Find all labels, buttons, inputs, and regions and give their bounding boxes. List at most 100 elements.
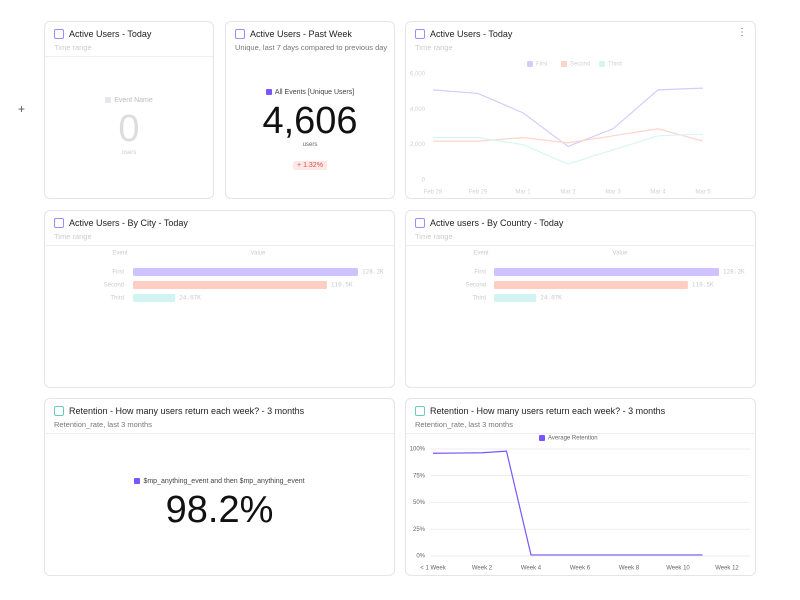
legend: Event Name [45,97,213,104]
x-tick-label: Mar 1 [515,190,531,196]
x-tick-label: Week 2 [472,566,493,572]
add-button[interactable]: + [18,102,26,116]
menu-button[interactable]: ⋮ [737,27,747,38]
divider [406,433,755,434]
value-label: 24.07K [540,295,562,302]
y-tick-label: 4,000 [410,107,426,113]
x-tick-label: Feb 29 [469,190,488,196]
x-tick-label: Mar 5 [695,190,711,196]
bar [133,294,176,302]
y-tick-label: 0% [416,554,425,560]
value-label: 128.2K [723,269,745,276]
card-subtitle: Retention_rate, last 3 months [415,420,513,429]
column-header: Value [613,251,629,257]
row-label: Third [472,296,486,302]
card-subtitle: Time range [54,43,92,52]
x-tick-label: Week 10 [666,566,690,572]
change-wrap: + 1.32% [226,154,394,172]
bar [494,268,719,276]
divider [45,433,394,434]
legend-label: First [536,62,548,68]
card-title: Active Users - Today [430,29,513,39]
series-line [433,133,704,165]
x-tick-label: Week 12 [715,566,739,572]
chart: 0% 25% 50% 75% 100% < 1 Week Week 2 Week 4 Week … [410,435,750,572]
x-tick-label: Week 6 [570,566,591,572]
icon [54,218,64,228]
metric-value: 0 [118,108,140,150]
series-line [433,128,704,144]
icon [235,29,245,39]
chart-card[interactable]: Retention - How many users return each w… [405,398,756,576]
legend-label: Second [570,62,590,68]
legend: All Events [Unique Users] [226,89,394,96]
chart: 0 2,000 4,000 6,000 Feb 28 Feb 29 Mar 1 Mar 2 Ma… [410,61,711,196]
x-tick-label: Feb 28 [424,190,443,196]
column-header: Value [251,251,267,257]
row-label: First [474,270,486,276]
card-subtitle: Retention_rate, last 3 months [54,420,152,429]
divider [45,245,394,246]
card-subtitle: Time range [415,43,453,52]
x-tick-label: Week 8 [619,566,640,572]
y-tick-label: 25% [413,527,426,533]
metric-card[interactable]: Active Users - Today Time range Event Na… [44,21,214,199]
y-tick-label: 2,000 [410,142,426,148]
y-tick-label: 0 [422,178,426,184]
chart: Event Value First 128.2K Second 110.5K Third 24… [104,251,384,302]
x-tick-label: Mar 4 [650,190,666,196]
y-tick-label: 50% [413,500,426,506]
card-title: Active Users - Today [69,29,152,39]
card-title: Retention - How many users return each w… [69,406,305,416]
x-tick-label: Mar 2 [560,190,576,196]
bar [133,268,358,276]
x-tick-label: Mar 3 [605,190,621,196]
bar [494,281,688,289]
metric-value: 98.2% [165,489,274,531]
value-label: 24.07K [179,295,201,302]
chart-card[interactable]: Active Users - Today Time range ⋮ [405,21,756,199]
legend-swatch [599,61,605,67]
column-header: Event [473,251,489,257]
y-tick-label: 75% [413,473,426,479]
row-label: First [112,270,124,276]
card-subtitle: Unique, last 7 days compared to previous… [235,43,388,52]
change-badge: + 1.32% [293,161,327,170]
legend-swatch [561,61,567,67]
icon [415,406,425,416]
metric-card[interactable]: Active Users - Past Week Unique, last 7 … [225,21,395,199]
legend: $mp_anything_event and then $mp_anything… [45,478,394,485]
x-tick-label: Week 4 [521,566,542,572]
bar [133,281,327,289]
card-title: Active Users - Past Week [250,29,352,39]
row-label: Third [110,296,124,302]
value-label: 110.5K [692,282,714,289]
legend-label: $mp_anything_event and then $mp_anything… [143,478,305,485]
legend-label: Third [608,62,622,68]
value-label: 110.5K [331,282,353,289]
column-header: Event [112,251,128,257]
card-title: Retention - How many users return each w… [430,406,666,416]
card-subtitle: Time range [415,232,453,241]
chart-card[interactable]: Active Users - By City - Today Time rang… [44,210,395,388]
y-tick-label: 100% [410,447,426,453]
icon [415,29,425,39]
legend-swatch [539,435,545,441]
card-subtitle: Time range [54,232,92,241]
icon [54,406,64,416]
series-line [432,87,704,148]
metric-card[interactable]: Retention - How many users return each w… [44,398,395,576]
icon [54,29,64,39]
row-label: Second [104,283,124,289]
value-label: 128.2K [362,269,384,276]
x-tick-label: < 1 Week [420,566,446,572]
legend-label: Event Name [114,97,153,104]
icon [415,218,425,228]
card-title: Active users - By Country - Today [430,218,564,228]
card-title: Active Users - By City - Today [69,218,188,228]
chart-card[interactable]: Active users - By Country - Today Time r… [405,210,756,388]
y-tick-label: 6,000 [410,72,426,78]
divider [45,56,213,57]
